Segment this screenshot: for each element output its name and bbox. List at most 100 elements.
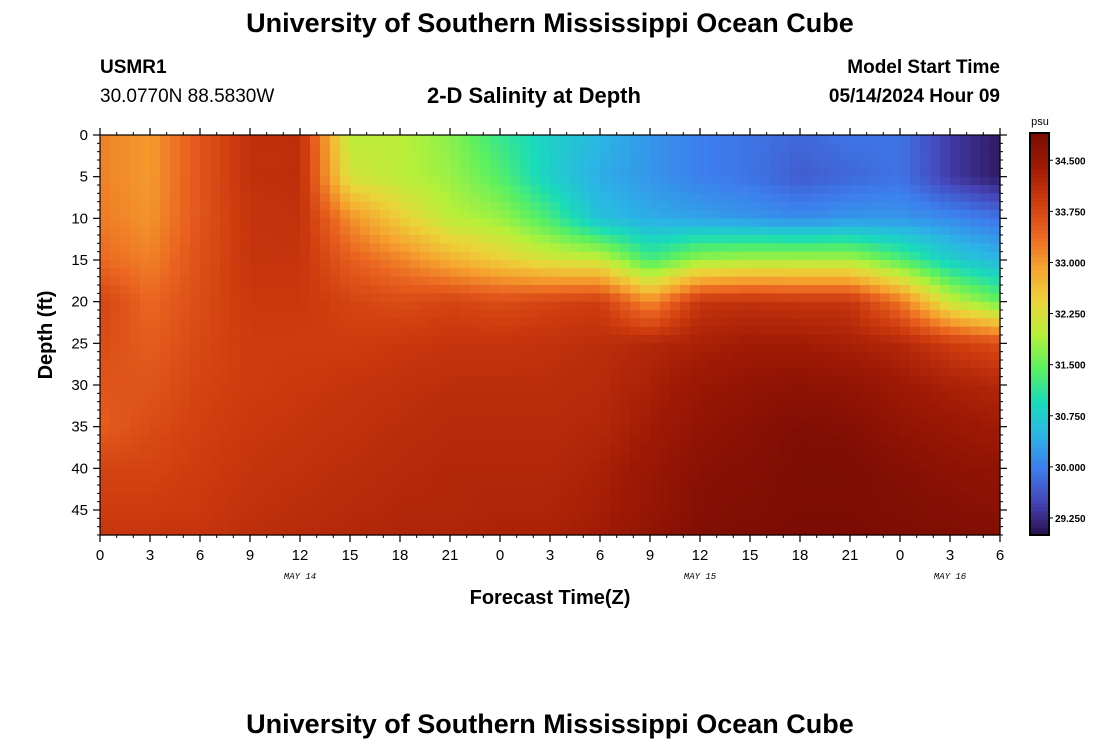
- heatmap-cell: [130, 351, 141, 361]
- heatmap-cell: [670, 201, 681, 211]
- heatmap-cell: [400, 168, 411, 178]
- heatmap-cell: [660, 460, 671, 469]
- heatmap-cell: [250, 260, 261, 269]
- heatmap-cell: [400, 151, 411, 161]
- heatmap-cell: [460, 318, 471, 328]
- heatmap-cell: [520, 410, 531, 419]
- heatmap-cell: [820, 426, 831, 436]
- heatmap-cell: [620, 301, 631, 311]
- heatmap-cell: [220, 401, 231, 411]
- heatmap-cell: [870, 410, 881, 419]
- heatmap-cell: [360, 393, 371, 403]
- colorbar-swatch: [1030, 446, 1049, 452]
- heatmap-cell: [930, 235, 941, 244]
- heatmap-cell: [910, 443, 921, 453]
- heatmap-cell: [740, 251, 751, 261]
- heatmap-cell: [330, 168, 341, 178]
- heatmap-cell: [910, 368, 921, 378]
- heatmap-cell: [440, 493, 451, 503]
- heatmap-cell: [230, 268, 241, 278]
- heatmap-cell: [650, 160, 661, 169]
- heatmap-cell: [980, 168, 991, 178]
- heatmap-cell: [540, 218, 551, 228]
- heatmap-cell: [600, 268, 611, 278]
- heatmap-cell: [290, 410, 301, 419]
- heatmap-cell: [330, 260, 341, 269]
- colorbar-swatch: [1030, 354, 1049, 359]
- heatmap-cell: [530, 201, 541, 211]
- heatmap-cell: [580, 251, 591, 261]
- heatmap-cell: [900, 318, 911, 328]
- heatmap-cell: [990, 451, 1001, 461]
- heatmap-cell: [300, 493, 311, 503]
- heatmap-cell: [800, 426, 811, 436]
- heatmap-cell: [930, 160, 941, 169]
- heatmap-cell: [360, 526, 371, 536]
- heatmap-cell: [960, 493, 971, 503]
- heatmap-cell: [930, 360, 941, 369]
- heatmap-cell: [360, 151, 371, 161]
- heatmap-cell: [900, 260, 911, 269]
- heatmap-cell: [510, 168, 521, 178]
- heatmap-cell: [960, 368, 971, 378]
- heatmap-cell: [270, 318, 281, 328]
- heatmap-cell: [760, 168, 771, 178]
- heatmap-cell: [730, 385, 741, 394]
- heatmap-cell: [450, 526, 461, 536]
- heatmap-cell: [190, 285, 201, 294]
- heatmap-cell: [640, 135, 651, 144]
- heatmap-cell: [390, 360, 401, 369]
- heatmap-cell: [900, 135, 911, 144]
- heatmap-cell: [510, 210, 521, 219]
- heatmap-cell: [720, 276, 731, 286]
- heatmap-cell: [420, 360, 431, 369]
- heatmap-cell: [620, 501, 631, 511]
- heatmap-cell: [450, 176, 461, 186]
- heatmap-cell: [900, 401, 911, 411]
- heatmap-cell: [650, 218, 661, 228]
- heatmap-cell: [430, 135, 441, 144]
- heatmap-cell: [700, 285, 711, 294]
- heatmap-cell: [590, 335, 601, 344]
- heatmap-cell: [170, 310, 181, 319]
- heatmap-cell: [210, 260, 221, 269]
- heatmap-cell: [550, 326, 561, 336]
- colorbar-swatch: [1030, 225, 1049, 231]
- heatmap-cell: [610, 201, 621, 211]
- heatmap-cell: [980, 435, 991, 444]
- heatmap-cell: [340, 160, 351, 169]
- heatmap-cell: [130, 518, 141, 528]
- heatmap-cell: [230, 468, 241, 478]
- y-tick-label: 25: [71, 335, 88, 352]
- heatmap-cell: [470, 260, 481, 269]
- heatmap-cell: [440, 476, 451, 486]
- heatmap-cell: [670, 468, 681, 478]
- heatmap-cell: [900, 326, 911, 336]
- heatmap-cell: [970, 351, 981, 361]
- heatmap-cell: [290, 435, 301, 444]
- heatmap-cell: [100, 143, 111, 153]
- heatmap-cell: [180, 301, 191, 311]
- heatmap-cell: [820, 135, 831, 144]
- heatmap-cell: [520, 135, 531, 144]
- heatmap-cell: [340, 318, 351, 328]
- heatmap-cell: [800, 435, 811, 444]
- heatmap-cell: [990, 251, 1001, 261]
- heatmap-cell: [650, 268, 661, 278]
- heatmap-cell: [170, 501, 181, 511]
- heatmap-cell: [220, 510, 231, 519]
- heatmap-cell: [690, 301, 701, 311]
- heatmap-cell: [620, 460, 631, 469]
- heatmap-cell: [200, 360, 211, 369]
- heatmap-cell: [580, 443, 591, 453]
- heatmap-cell: [640, 360, 651, 369]
- heatmap-cell: [460, 426, 471, 436]
- heatmap-cell: [890, 410, 901, 419]
- heatmap-cell: [530, 435, 541, 444]
- heatmap-cell: [890, 210, 901, 219]
- heatmap-cell: [710, 185, 721, 194]
- heatmap-cell: [980, 510, 991, 519]
- heatmap-cell: [380, 435, 391, 444]
- heatmap-cell: [720, 160, 731, 169]
- heatmap-cell: [730, 518, 741, 528]
